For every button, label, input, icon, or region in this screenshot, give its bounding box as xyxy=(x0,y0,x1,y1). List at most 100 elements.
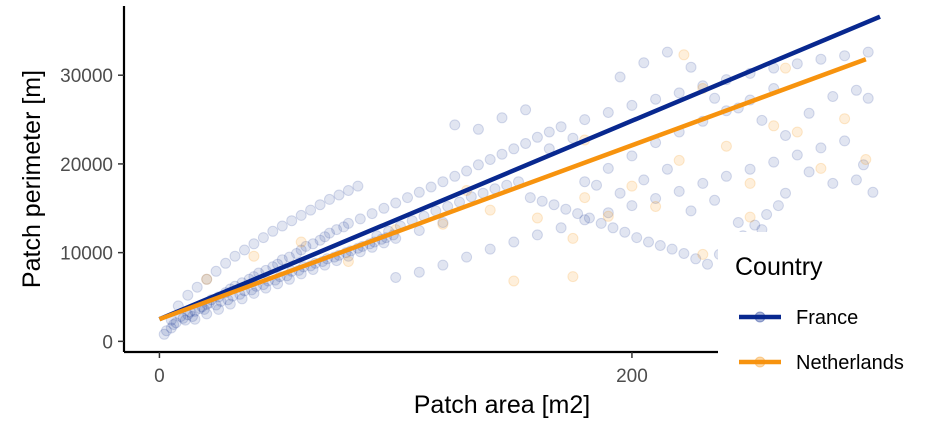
point-france xyxy=(654,240,666,251)
point-france xyxy=(286,215,298,227)
point-france xyxy=(496,148,508,160)
point-france xyxy=(661,46,673,58)
y-tick-label: 30000 xyxy=(60,66,113,87)
point-france xyxy=(673,185,685,197)
legend: Country France Netherlands xyxy=(718,232,925,423)
point-france xyxy=(257,232,269,244)
point-france xyxy=(709,194,721,206)
point-france xyxy=(520,138,532,149)
legend-key-point-netherlands xyxy=(754,356,766,368)
point-france xyxy=(437,176,449,188)
points-layer xyxy=(158,46,879,340)
point-france xyxy=(461,251,473,263)
point-france xyxy=(650,93,662,105)
point-france xyxy=(272,278,284,290)
point-netherlands xyxy=(697,248,709,260)
point-netherlands xyxy=(744,211,756,223)
point-netherlands xyxy=(484,204,496,216)
point-france xyxy=(161,325,172,337)
point-netherlands xyxy=(508,275,520,287)
point-france xyxy=(177,312,189,324)
point-france xyxy=(179,314,191,326)
point-france xyxy=(248,287,260,299)
point-france xyxy=(661,163,673,175)
point-netherlands xyxy=(201,273,213,285)
point-france xyxy=(170,317,182,329)
point-france xyxy=(579,114,591,126)
point-france xyxy=(366,208,378,220)
point-france xyxy=(579,214,591,226)
legend-label-france: France xyxy=(796,307,858,329)
legend-title: Country xyxy=(735,253,823,281)
point-france xyxy=(614,187,626,199)
point-france xyxy=(352,180,364,192)
fit-lines-layer xyxy=(158,14,881,322)
x-axis-title: Patch area [m2] xyxy=(414,391,590,419)
point-france xyxy=(626,150,638,162)
point-netherlands xyxy=(567,271,579,283)
point-france xyxy=(803,107,815,119)
point-france xyxy=(595,217,607,229)
point-netherlands xyxy=(839,113,851,125)
point-france xyxy=(744,163,756,175)
point-france xyxy=(390,197,402,209)
point-france xyxy=(685,205,697,217)
point-france xyxy=(791,58,803,70)
point-france xyxy=(536,195,548,207)
point-france xyxy=(338,221,350,233)
point-netherlands xyxy=(768,120,780,132)
point-france xyxy=(295,244,307,256)
point-france xyxy=(638,174,650,186)
point-france xyxy=(472,159,484,171)
point-france xyxy=(236,293,248,305)
point-france xyxy=(331,224,343,236)
point-netherlands xyxy=(780,62,791,74)
point-france xyxy=(531,229,543,241)
point-france xyxy=(425,181,437,193)
point-france xyxy=(201,273,213,285)
point-france xyxy=(803,166,815,178)
point-france xyxy=(201,308,213,320)
x-tick-label: 200 xyxy=(616,366,648,387)
point-france xyxy=(650,193,662,204)
point-france xyxy=(583,212,595,224)
point-france xyxy=(283,251,295,263)
y-axis-ticks: 0 10000 20000 30000 xyxy=(60,66,124,353)
point-france xyxy=(555,121,567,133)
point-netherlands xyxy=(650,201,662,212)
y-tick-label: 20000 xyxy=(60,155,113,176)
point-france xyxy=(267,225,279,237)
point-france xyxy=(815,53,827,65)
point-france xyxy=(827,91,839,102)
point-netherlands xyxy=(567,232,579,244)
point-france xyxy=(182,289,194,301)
point-france xyxy=(780,130,791,141)
point-france xyxy=(496,112,508,124)
point-netherlands xyxy=(791,126,803,138)
point-france xyxy=(732,217,744,228)
legend-key-point-france xyxy=(754,311,766,323)
point-france xyxy=(524,192,536,204)
point-france xyxy=(437,259,449,271)
point-france xyxy=(461,165,473,177)
point-netherlands xyxy=(437,218,449,230)
legend-background xyxy=(718,232,925,423)
point-france xyxy=(761,209,773,220)
point-france xyxy=(449,170,461,182)
point-france xyxy=(520,104,532,116)
point-france xyxy=(248,238,260,250)
point-france xyxy=(189,313,201,325)
point-france xyxy=(158,328,170,340)
point-france xyxy=(484,154,496,165)
point-netherlands xyxy=(673,154,685,166)
point-france xyxy=(607,222,619,234)
point-france xyxy=(300,240,312,252)
point-france xyxy=(437,217,449,228)
point-france xyxy=(850,84,862,96)
point-netherlands xyxy=(531,212,543,224)
legend-items: France Netherlands xyxy=(739,307,904,374)
point-france xyxy=(402,192,413,204)
legend-label-netherlands: Netherlands xyxy=(796,352,904,374)
point-france xyxy=(531,131,543,143)
